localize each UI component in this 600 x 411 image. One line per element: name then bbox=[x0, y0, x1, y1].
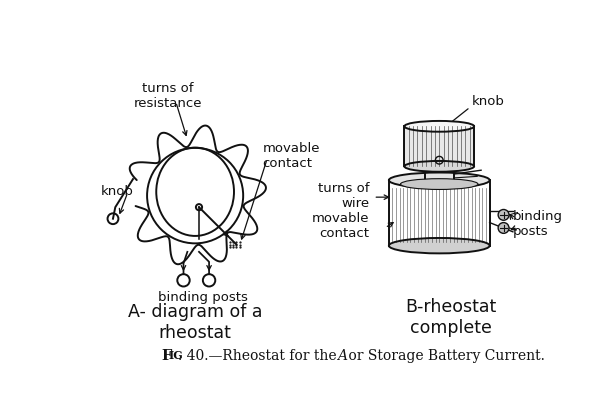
Text: turns of
resistance: turns of resistance bbox=[134, 82, 202, 110]
Polygon shape bbox=[404, 126, 474, 166]
Text: IG: IG bbox=[169, 350, 183, 361]
Text: . 40.—Rheostat for the: . 40.—Rheostat for the bbox=[178, 349, 341, 363]
Text: F: F bbox=[162, 349, 172, 363]
Circle shape bbox=[498, 210, 509, 220]
Text: knob: knob bbox=[472, 95, 505, 108]
Ellipse shape bbox=[389, 173, 490, 188]
Text: or Storage Battery Current.: or Storage Battery Current. bbox=[344, 349, 545, 363]
Circle shape bbox=[498, 223, 509, 233]
Text: A: A bbox=[337, 349, 347, 363]
Text: movable
contact: movable contact bbox=[263, 142, 320, 170]
Ellipse shape bbox=[389, 238, 490, 253]
Text: B-rheostat
complete: B-rheostat complete bbox=[405, 298, 497, 337]
Text: turns of
wire: turns of wire bbox=[318, 182, 370, 210]
Text: binding posts: binding posts bbox=[158, 291, 248, 304]
Ellipse shape bbox=[404, 121, 474, 132]
Text: knob: knob bbox=[101, 185, 134, 198]
Ellipse shape bbox=[404, 161, 474, 172]
Text: movable
contact: movable contact bbox=[312, 212, 370, 240]
Text: binding
posts: binding posts bbox=[513, 210, 563, 238]
Text: A- diagram of a
rheostat: A- diagram of a rheostat bbox=[128, 303, 262, 342]
Ellipse shape bbox=[401, 179, 478, 189]
Circle shape bbox=[196, 204, 202, 210]
